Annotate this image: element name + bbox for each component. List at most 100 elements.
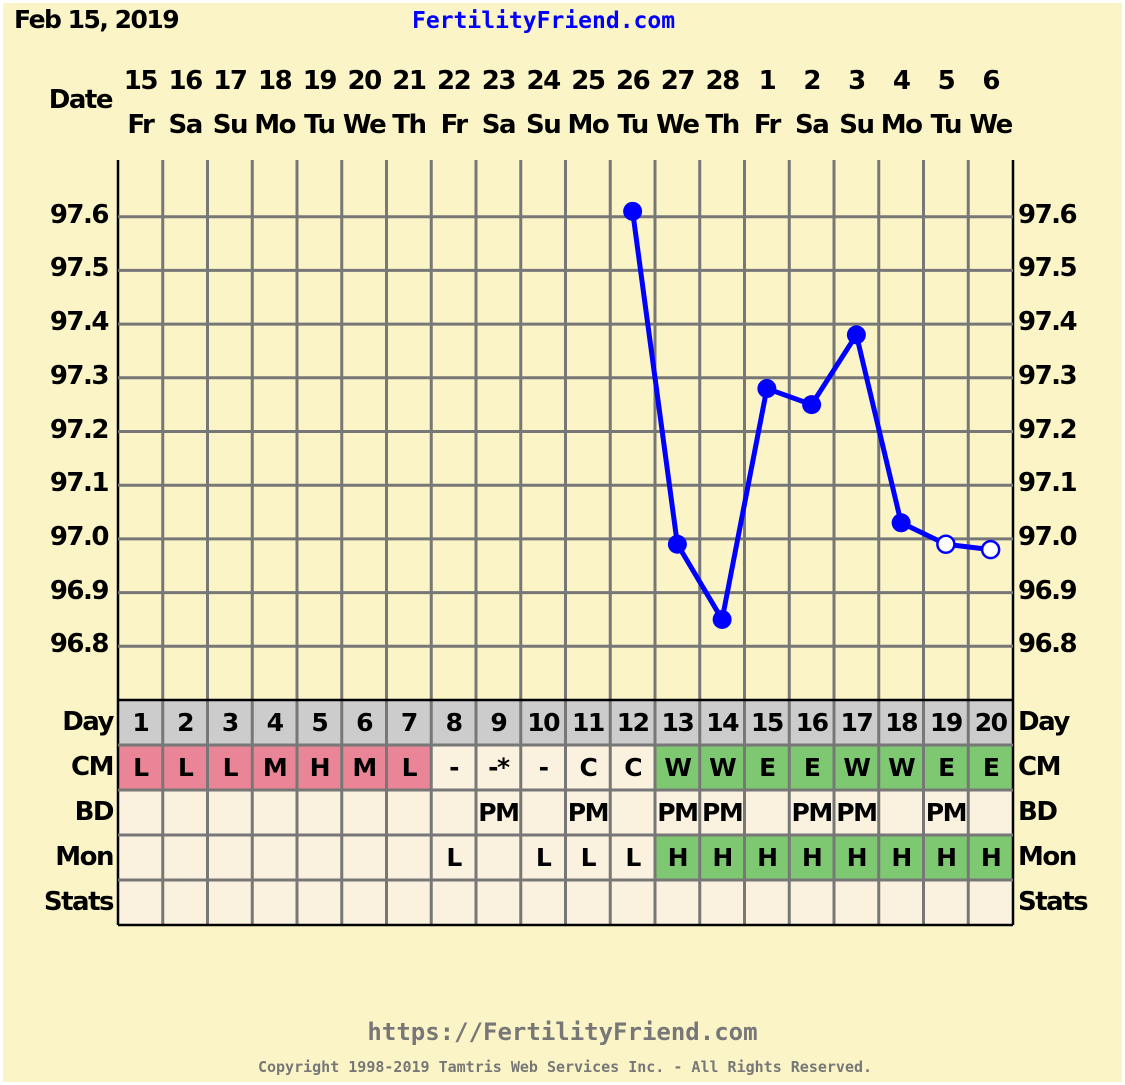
- date-tick: 1: [758, 66, 777, 96]
- mon-cell: [252, 835, 297, 880]
- date-tick: 24: [526, 66, 562, 96]
- mon-cell-value: L: [446, 843, 462, 872]
- y-tick-right: 96.8: [1018, 629, 1078, 660]
- mon-cell: [699, 835, 745, 880]
- cm-cell: [431, 745, 476, 790]
- date-tick: 23: [481, 66, 517, 96]
- date-tick: 18: [258, 66, 293, 96]
- weekday-tick: Mo: [880, 110, 923, 140]
- date-tick: 25: [571, 66, 606, 96]
- cm-cell-value: M: [262, 753, 288, 782]
- mon-cell: [878, 835, 924, 880]
- mon-cell-value: H: [980, 843, 1002, 872]
- y-tick-right: 97.6: [1018, 199, 1078, 230]
- temperature-point: [802, 395, 822, 415]
- stats-cell: [341, 880, 387, 925]
- cm-cell: [968, 745, 1013, 790]
- day-row-label: Day: [62, 707, 114, 737]
- bd-cell: [341, 790, 387, 835]
- bd-cell: [834, 790, 879, 835]
- stats-cell: [520, 880, 566, 925]
- day-cell: [162, 700, 208, 745]
- y-tick-left: 96.8: [49, 629, 110, 660]
- bd-cell: [923, 790, 969, 835]
- mon-cell: [341, 835, 387, 880]
- bd-cell-value: PM: [567, 798, 610, 827]
- day-cell: [207, 700, 253, 745]
- chart-date: Feb 15, 2019: [14, 5, 180, 34]
- date-tick: 16: [168, 66, 204, 96]
- y-tick-right: 97.2: [1018, 414, 1078, 445]
- cm-row-label: CM: [71, 752, 114, 782]
- mon-cell: [923, 835, 969, 880]
- day-cell: [878, 700, 924, 745]
- weekday-tick: Tu: [930, 110, 963, 140]
- day-cell: [968, 700, 1013, 745]
- cm-cell: [610, 745, 655, 790]
- y-tick-left: 97.1: [49, 468, 110, 499]
- day-cell-value: 13: [661, 708, 694, 737]
- day-cell: [699, 700, 745, 745]
- bd-cell: [789, 790, 834, 835]
- bd-row-label-right: BD: [1018, 797, 1058, 827]
- bd-cell: [297, 790, 342, 835]
- date-tick: 26: [616, 66, 651, 96]
- day-cell-value: 11: [571, 708, 605, 737]
- weekday-tick: Fr: [127, 110, 154, 140]
- stats-cell: [386, 880, 432, 925]
- day-cell-value: 10: [527, 708, 560, 737]
- date-tick: 17: [213, 66, 248, 96]
- stats-cell: [699, 880, 745, 925]
- bd-cell: [744, 790, 790, 835]
- day-cell-value: 5: [311, 708, 328, 737]
- cm-cell: [789, 745, 834, 790]
- temperature-point: [757, 379, 777, 399]
- stats-cell: [118, 880, 163, 925]
- cm-cell-value: W: [664, 753, 692, 782]
- cm-cell: [565, 745, 611, 790]
- cm-cell-value: L: [401, 753, 418, 782]
- day-cell: [341, 700, 387, 745]
- weekday-tick: Mo: [254, 110, 296, 140]
- cm-cell: [476, 745, 521, 790]
- date-tick: 6: [982, 66, 1000, 96]
- cm-cell: [386, 745, 432, 790]
- stats-row-label: Stats: [43, 887, 115, 917]
- weekday-tick: Su: [839, 110, 875, 140]
- cm-cell-value: -: [538, 753, 549, 782]
- weekday-tick: Sa: [481, 110, 517, 140]
- temperature-point-open: [936, 534, 956, 555]
- cm-cell: [699, 745, 745, 790]
- mon-cell: [744, 835, 790, 880]
- mon-cell: [118, 835, 163, 880]
- cm-cell-value: C: [624, 753, 642, 782]
- bd-cell-value: PM: [836, 798, 878, 827]
- temperature-line: [630, 210, 991, 622]
- mon-cell: [968, 835, 1013, 880]
- cm-cell-value: H: [309, 753, 331, 782]
- cm-row-label-right: CM: [1018, 752, 1061, 782]
- y-tick-left: 97.4: [49, 307, 110, 338]
- day-cell: [610, 700, 655, 745]
- cm-cell: [923, 745, 969, 790]
- cm-cell-value: E: [759, 753, 776, 782]
- site-title[interactable]: FertilityFriend.com: [412, 8, 676, 34]
- stats-row-label-right: Stats: [1018, 887, 1089, 917]
- weekday-tick: We: [969, 110, 1013, 140]
- day-cell: [252, 700, 297, 745]
- weekday-tick: We: [656, 110, 700, 140]
- bd-cell: [431, 790, 476, 835]
- cm-cell-value: W: [843, 753, 871, 782]
- weekday-tick: Th: [705, 110, 741, 140]
- day-cell: [520, 700, 566, 745]
- date-tick: 21: [392, 66, 427, 96]
- y-tick-right: 97.4: [1018, 307, 1078, 338]
- footer-url[interactable]: https://FertilityFriend.com: [367, 1018, 758, 1046]
- cm-cell-value: E: [803, 753, 821, 782]
- day-cell-value: 17: [840, 708, 873, 737]
- cm-cell: [297, 745, 342, 790]
- day-cell-value: 6: [356, 708, 373, 737]
- bd-cell-value: PM: [791, 798, 834, 827]
- bd-cell: [118, 790, 163, 835]
- weekday-tick: We: [342, 110, 387, 140]
